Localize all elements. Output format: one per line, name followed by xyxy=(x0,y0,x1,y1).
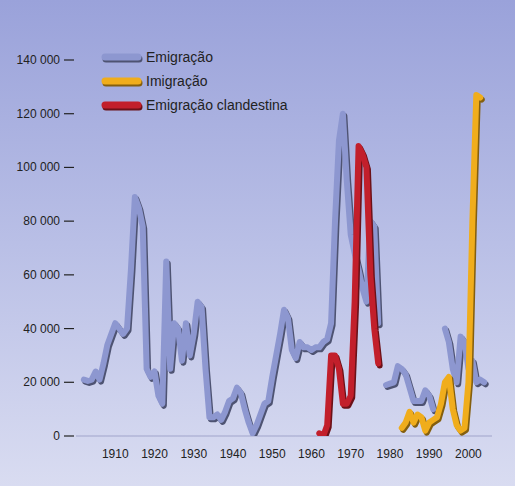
x-axis-line xyxy=(76,436,492,437)
series-line xyxy=(402,95,480,431)
x-tick-label: 1970 xyxy=(337,447,364,461)
y-tick-label: 0 xyxy=(53,429,60,443)
y-tick xyxy=(64,113,74,114)
legend-swatch-shadow xyxy=(106,104,139,111)
y-tick xyxy=(64,274,74,275)
y-tick-label: 120 000 xyxy=(17,107,61,121)
y-tick-label: 140 000 xyxy=(17,53,61,67)
y-tick xyxy=(64,167,74,168)
chart: 0 20 000 40 000 60 000 80 000 100 000 120 000 1… xyxy=(0,0,515,486)
x-tick-label: 1990 xyxy=(416,447,443,461)
legend-label: Emigração xyxy=(146,49,213,65)
legend-label: Emigração clandestina xyxy=(146,97,288,113)
legend-swatch-shadow xyxy=(106,80,139,87)
y-tick xyxy=(64,221,74,222)
y-tick xyxy=(64,382,74,383)
legend-swatch xyxy=(105,54,138,61)
y-tick-label: 40 000 xyxy=(23,322,60,336)
x-tick-label: 1980 xyxy=(377,447,404,461)
plot-area xyxy=(84,95,486,436)
series-line xyxy=(319,146,378,436)
y-tick xyxy=(64,435,74,436)
legend-swatch xyxy=(105,78,138,85)
legend-swatch-shadow xyxy=(106,56,139,63)
y-tick-label: 20 000 xyxy=(23,375,60,389)
y-tick xyxy=(64,328,74,329)
x-tick-label: 2000 xyxy=(455,447,482,461)
x-tick-label: 1920 xyxy=(141,447,168,461)
y-tick-label: 100 000 xyxy=(17,160,61,174)
x-tick-label: 1960 xyxy=(298,447,325,461)
legend-swatch xyxy=(105,102,138,109)
y-tick xyxy=(64,59,74,60)
x-tick-label: 1930 xyxy=(180,447,207,461)
legend-label: Imigração xyxy=(146,73,208,89)
x-tick-label: 1910 xyxy=(102,447,129,461)
x-tick-label: 1950 xyxy=(259,447,286,461)
legend: Emigração Imigração Emigração clandestina xyxy=(105,49,288,113)
x-tick-label: 1940 xyxy=(220,447,247,461)
series-line xyxy=(84,114,484,434)
y-tick-label: 60 000 xyxy=(23,268,60,282)
y-tick-label: 80 000 xyxy=(23,214,60,228)
